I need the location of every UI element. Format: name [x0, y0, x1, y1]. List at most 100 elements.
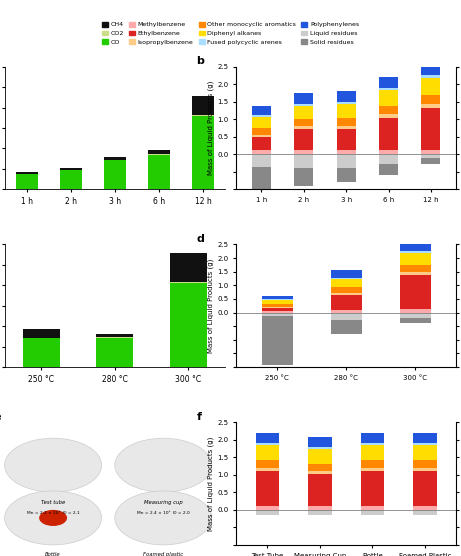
Bar — [104, 157, 126, 160]
Bar — [379, 164, 398, 175]
Bar — [252, 128, 271, 135]
Bar — [104, 160, 126, 190]
Bar — [256, 434, 279, 443]
Bar — [413, 470, 437, 505]
Bar — [400, 245, 431, 251]
Bar — [16, 174, 38, 190]
Bar — [337, 104, 356, 118]
Bar — [379, 115, 398, 118]
Bar — [16, 172, 38, 173]
Bar — [96, 337, 133, 367]
Bar — [331, 278, 362, 279]
Bar — [252, 117, 271, 128]
Bar — [294, 93, 313, 104]
Bar — [60, 170, 82, 190]
Bar — [148, 155, 170, 190]
Bar — [256, 510, 279, 515]
Bar — [23, 339, 60, 367]
Bar — [421, 78, 441, 95]
Bar — [308, 464, 332, 471]
Text: d: d — [196, 234, 204, 244]
Bar — [361, 470, 384, 505]
Bar — [379, 88, 398, 90]
Bar — [308, 447, 332, 449]
Bar — [421, 108, 441, 150]
Bar — [413, 434, 437, 443]
Bar — [256, 470, 279, 505]
Bar — [361, 505, 384, 510]
Bar — [170, 282, 207, 284]
Y-axis label: Mass of Liquid Products (g): Mass of Liquid Products (g) — [208, 81, 214, 175]
Bar — [361, 510, 384, 515]
Bar — [192, 116, 214, 190]
Circle shape — [115, 438, 212, 492]
Bar — [308, 437, 332, 447]
Text: Mn = 2.4 × 10⁵  Đ = 2.0: Mn = 2.4 × 10⁵ Đ = 2.0 — [137, 510, 189, 514]
Bar — [379, 77, 398, 88]
Bar — [308, 510, 332, 515]
Text: Measuring cup: Measuring cup — [144, 499, 183, 504]
Circle shape — [115, 491, 212, 545]
Bar — [256, 460, 279, 468]
Bar — [294, 150, 313, 155]
Bar — [308, 474, 332, 505]
Bar — [379, 118, 398, 150]
Bar — [421, 65, 441, 76]
Bar — [192, 115, 214, 116]
Bar — [23, 329, 60, 338]
Bar — [421, 158, 441, 164]
Bar — [308, 505, 332, 510]
Bar — [294, 155, 313, 167]
Bar — [379, 90, 398, 106]
Bar — [252, 137, 271, 150]
Bar — [331, 310, 362, 312]
Bar — [294, 104, 313, 106]
Bar — [421, 150, 441, 155]
Bar — [361, 468, 384, 470]
Bar — [413, 505, 437, 510]
Bar — [400, 318, 431, 323]
Bar — [337, 129, 356, 150]
Bar — [308, 471, 332, 474]
Bar — [400, 312, 431, 318]
Bar — [331, 295, 362, 310]
Bar — [421, 76, 441, 78]
Bar — [262, 304, 293, 307]
Bar — [256, 443, 279, 445]
Bar — [170, 284, 207, 367]
Bar — [413, 460, 437, 468]
Bar — [337, 118, 356, 126]
Bar — [361, 434, 384, 443]
Bar — [400, 309, 431, 312]
Text: b: b — [196, 56, 204, 66]
Bar — [170, 254, 207, 282]
Bar — [262, 312, 293, 316]
Bar — [262, 296, 293, 299]
Bar — [337, 150, 356, 155]
Text: Test tube: Test tube — [41, 499, 65, 504]
Bar — [262, 311, 293, 312]
Bar — [337, 155, 356, 167]
Bar — [294, 167, 313, 186]
Bar — [192, 96, 214, 115]
Bar — [400, 251, 431, 253]
Bar — [400, 253, 431, 265]
Bar — [337, 91, 356, 102]
Bar — [400, 265, 431, 272]
Bar — [413, 445, 437, 460]
Bar — [96, 334, 133, 337]
Bar — [331, 287, 362, 292]
Bar — [262, 307, 293, 308]
Bar — [379, 155, 398, 164]
Bar — [262, 308, 293, 311]
Bar — [400, 275, 431, 309]
Bar — [256, 505, 279, 510]
Bar — [331, 320, 362, 334]
Bar — [361, 443, 384, 445]
Bar — [262, 316, 293, 365]
Bar — [262, 300, 293, 304]
Circle shape — [5, 438, 101, 492]
Bar — [361, 460, 384, 468]
Y-axis label: Mass of Liquid Products (g): Mass of Liquid Products (g) — [208, 436, 214, 531]
Bar — [379, 150, 398, 155]
